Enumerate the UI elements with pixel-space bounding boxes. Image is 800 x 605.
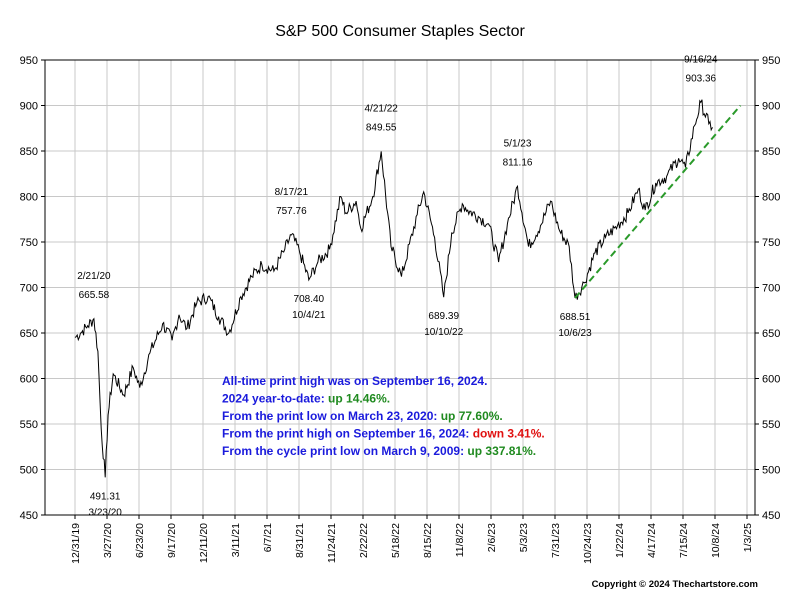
annotation-label: 2/21/20 bbox=[77, 271, 111, 282]
annotation-label: 491.31 bbox=[90, 491, 121, 502]
annotation-label: 665.58 bbox=[79, 290, 110, 301]
y-tick-label-left: 550 bbox=[20, 419, 38, 431]
y-tick-label-left: 800 bbox=[20, 192, 38, 204]
y-tick-label-right: 450 bbox=[762, 510, 780, 522]
note-line: All-time print high was on September 16,… bbox=[222, 374, 487, 388]
x-tick-label: 5/18/22 bbox=[390, 523, 402, 558]
notes: All-time print high was on September 16,… bbox=[222, 374, 545, 458]
note-part: From the cycle print low on March 9, 200… bbox=[222, 444, 467, 458]
copyright-text: Copyright © 2024 Thechartstore.com bbox=[592, 579, 758, 590]
x-tick-label: 12/11/20 bbox=[198, 523, 210, 563]
y-tick-label-left: 750 bbox=[20, 237, 38, 249]
y-tick-label-left: 600 bbox=[20, 374, 38, 386]
y-tick-label-left: 650 bbox=[20, 328, 38, 340]
annotation-label: 849.55 bbox=[366, 122, 397, 133]
annotation-label: 5/1/23 bbox=[504, 138, 532, 149]
x-tick-label: 1/3/25 bbox=[742, 523, 754, 552]
x-tick-label: 3/11/21 bbox=[230, 523, 242, 557]
price-line bbox=[74, 99, 713, 478]
y-tick-label-right: 800 bbox=[762, 192, 780, 204]
x-tick-label: 2/6/23 bbox=[486, 523, 498, 552]
y-tick-label-right: 950 bbox=[762, 55, 780, 67]
note-line: From the cycle print low on March 9, 200… bbox=[222, 444, 536, 458]
note-part: down 3.41%. bbox=[473, 427, 545, 441]
x-tick-label: 6/23/20 bbox=[134, 523, 146, 558]
annotation-label: 9/16/24 bbox=[684, 54, 718, 65]
trendline bbox=[574, 104, 742, 299]
x-tick-label: 8/15/22 bbox=[422, 523, 434, 558]
note-part: From the print high on September 16, 202… bbox=[222, 427, 473, 441]
annotation-label: 811.16 bbox=[503, 157, 533, 168]
x-tick-label: 7/15/24 bbox=[678, 523, 690, 558]
note-part: 2024 year-to-date: bbox=[222, 392, 328, 406]
y-tick-label-right: 500 bbox=[762, 465, 780, 477]
annotation-label: 10/6/23 bbox=[558, 328, 592, 339]
y-tick-label-right: 900 bbox=[762, 101, 780, 113]
chart-title: S&P 500 Consumer Staples Sector bbox=[275, 23, 525, 40]
note-part: up 14.46%. bbox=[328, 392, 390, 406]
annotation-label: 708.40 bbox=[294, 294, 325, 305]
y-tick-label-left: 700 bbox=[20, 283, 38, 295]
note-part: up 337.81%. bbox=[467, 444, 536, 458]
note-line: 2024 year-to-date: up 14.46%. bbox=[222, 392, 390, 406]
annotation-label: 688.51 bbox=[560, 312, 591, 323]
annotation-label: 10/4/21 bbox=[292, 310, 326, 321]
x-tick-label: 11/8/22 bbox=[454, 523, 466, 557]
y-tick-label-left: 900 bbox=[20, 101, 38, 113]
y-tick-label-left: 950 bbox=[20, 55, 38, 67]
annotations: 2/21/20 665.58 491.31 3/23/20 8/17/21 757.76 7… bbox=[77, 54, 718, 518]
annotation-label: 903.36 bbox=[686, 73, 717, 84]
x-tick-label: 5/3/23 bbox=[518, 523, 530, 552]
y-tick-label-right: 550 bbox=[762, 419, 780, 431]
x-tick-label: 9/17/20 bbox=[166, 523, 178, 558]
y-tick-label-right: 850 bbox=[762, 146, 780, 158]
series-layer bbox=[74, 99, 742, 478]
y-tick-label-left: 850 bbox=[20, 146, 38, 158]
x-tick-label: 8/31/21 bbox=[294, 523, 306, 558]
annotation-label: 757.76 bbox=[276, 206, 307, 217]
y-tick-label-left: 450 bbox=[20, 510, 38, 522]
y-tick-label-left: 500 bbox=[20, 465, 38, 477]
annotation-label: 10/10/22 bbox=[424, 327, 463, 338]
note-part: up 77.60%. bbox=[441, 409, 503, 423]
annotation-label: 689.39 bbox=[428, 311, 459, 322]
x-tick-label: 10/24/23 bbox=[582, 523, 594, 564]
x-tick-label: 4/17/24 bbox=[646, 523, 658, 558]
x-tick-label: 3/27/20 bbox=[102, 523, 114, 558]
y-tick-label-right: 650 bbox=[762, 328, 780, 340]
note-line: From the print low on March 23, 2020: up… bbox=[222, 409, 503, 423]
y-tick-label-right: 750 bbox=[762, 237, 780, 249]
annotation-label: 8/17/21 bbox=[275, 187, 309, 198]
axes: 450 450 500 500 550 550 600 600 650 650 700 700 750 7… bbox=[20, 55, 781, 564]
y-tick-label-right: 600 bbox=[762, 374, 780, 386]
x-tick-label: 2/22/22 bbox=[358, 523, 370, 558]
note-part: From the print low on March 23, 2020: bbox=[222, 409, 441, 423]
y-tick-label-right: 700 bbox=[762, 283, 780, 295]
annotation-label: 3/23/20 bbox=[88, 507, 122, 518]
note-line: From the print high on September 16, 202… bbox=[222, 427, 545, 441]
x-tick-label: 11/24/21 bbox=[326, 523, 338, 563]
note-part: All-time print high was on September 16,… bbox=[222, 374, 487, 388]
x-tick-label: 7/31/23 bbox=[550, 523, 562, 558]
x-tick-label: 1/22/24 bbox=[614, 523, 626, 558]
x-tick-label: 6/7/21 bbox=[262, 523, 274, 552]
annotation-label: 4/21/22 bbox=[364, 103, 398, 114]
x-tick-label: 10/8/24 bbox=[710, 523, 722, 558]
x-tick-label: 12/31/19 bbox=[70, 523, 82, 564]
